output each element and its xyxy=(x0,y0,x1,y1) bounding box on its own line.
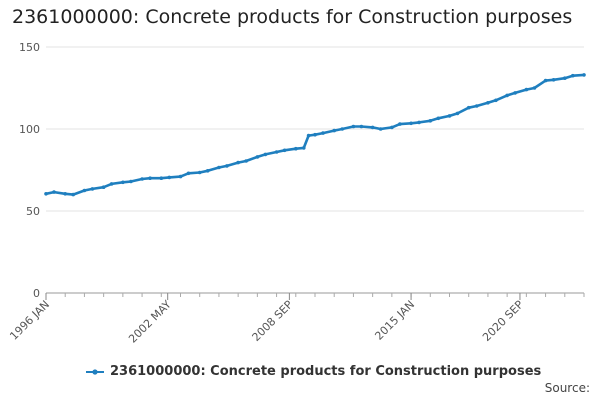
data-point[interactable] xyxy=(359,124,364,129)
data-point[interactable] xyxy=(82,188,87,193)
data-point[interactable] xyxy=(505,93,509,98)
data-point[interactable] xyxy=(428,119,433,123)
data-point[interactable] xyxy=(294,146,298,151)
data-point[interactable] xyxy=(436,116,441,121)
y-tick-labels: 0 50 100 150 xyxy=(19,41,40,300)
data-point[interactable] xyxy=(455,111,460,116)
x-tick-label: 2020 SEP xyxy=(480,298,526,344)
data-point[interactable] xyxy=(197,170,202,175)
y-tick-label: 150 xyxy=(19,41,40,54)
data-point[interactable] xyxy=(563,76,567,80)
data-point[interactable] xyxy=(340,127,345,131)
data-point[interactable] xyxy=(398,122,402,126)
data-point[interactable] xyxy=(494,98,498,103)
x-tick-labels: 1996 JAN 2002 MAY 2008 SEP 2015 JAN 2020 SEP xyxy=(7,298,526,346)
data-point[interactable] xyxy=(390,125,394,130)
data-point[interactable] xyxy=(225,164,229,168)
data-point[interactable] xyxy=(167,175,172,180)
data-point[interactable] xyxy=(543,78,548,83)
data-point[interactable] xyxy=(551,78,556,82)
data-point[interactable] xyxy=(101,185,106,189)
data-point[interactable] xyxy=(244,159,248,163)
data-point[interactable] xyxy=(159,176,164,180)
data-point[interactable] xyxy=(370,125,375,130)
data-point[interactable] xyxy=(351,124,356,129)
x-tick-label: 2008 SEP xyxy=(249,298,295,344)
data-point[interactable] xyxy=(513,91,517,95)
data-point[interactable] xyxy=(236,160,240,165)
data-point[interactable] xyxy=(582,73,586,77)
series-line xyxy=(44,73,586,196)
data-point[interactable] xyxy=(217,165,221,170)
data-point[interactable] xyxy=(378,127,383,131)
data-point[interactable] xyxy=(474,104,479,108)
data-point[interactable] xyxy=(255,155,260,159)
data-point[interactable] xyxy=(263,152,268,157)
data-point[interactable] xyxy=(140,177,144,181)
x-tick-label: 2015 JAN xyxy=(372,298,417,343)
data-point[interactable] xyxy=(313,132,317,137)
data-point[interactable] xyxy=(321,131,325,135)
data-point[interactable] xyxy=(52,190,56,194)
data-point[interactable] xyxy=(409,121,413,126)
data-point[interactable] xyxy=(109,182,114,186)
legend[interactable]: 2361000000: Concrete products for Constr… xyxy=(86,364,541,379)
source-label: Source: xyxy=(544,381,590,395)
data-point[interactable] xyxy=(121,180,125,185)
data-point[interactable] xyxy=(447,114,452,118)
legend-swatch-icon xyxy=(86,367,104,377)
data-point[interactable] xyxy=(282,148,287,153)
legend-label: 2361000000: Concrete products for Constr… xyxy=(110,364,542,379)
y-tick-label: 50 xyxy=(26,205,40,218)
series-layer xyxy=(44,73,586,197)
data-point[interactable] xyxy=(532,86,537,90)
y-tick-label: 0 xyxy=(33,287,40,300)
data-point[interactable] xyxy=(44,192,48,196)
data-point[interactable] xyxy=(148,176,152,180)
data-point[interactable] xyxy=(178,174,183,179)
x-tick-label: 1996 JAN xyxy=(7,298,52,343)
data-point[interactable] xyxy=(571,73,575,78)
data-point[interactable] xyxy=(205,169,210,173)
data-point[interactable] xyxy=(302,146,306,150)
y-tick-label: 100 xyxy=(19,123,40,136)
data-point[interactable] xyxy=(90,187,95,191)
data-point[interactable] xyxy=(274,150,279,154)
data-point[interactable] xyxy=(486,101,490,105)
axes xyxy=(45,292,585,300)
data-point[interactable] xyxy=(71,192,75,197)
data-point[interactable] xyxy=(524,87,529,92)
grid-lines xyxy=(46,46,584,212)
data-point[interactable] xyxy=(332,128,337,133)
data-point[interactable] xyxy=(129,179,133,184)
x-tick-label: 2002 MAY xyxy=(126,298,174,346)
data-point[interactable] xyxy=(306,133,311,138)
chart-title: 2361000000: Concrete products for Constr… xyxy=(12,6,573,28)
data-point[interactable] xyxy=(466,105,471,110)
data-point[interactable] xyxy=(186,171,191,176)
data-point[interactable] xyxy=(417,120,421,125)
data-point[interactable] xyxy=(63,192,67,196)
